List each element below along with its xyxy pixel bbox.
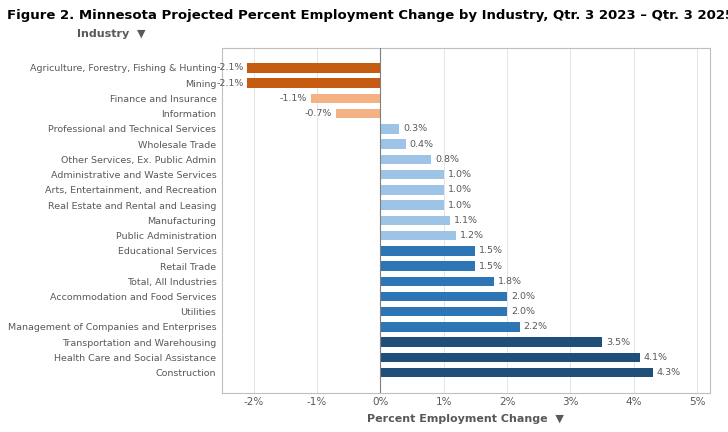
Bar	[381, 140, 405, 149]
Bar	[336, 109, 381, 118]
Bar	[311, 94, 381, 103]
Text: 2.0%: 2.0%	[511, 292, 535, 301]
Bar	[381, 216, 450, 225]
Text: 1.1%: 1.1%	[454, 216, 478, 225]
Text: 1.8%: 1.8%	[498, 277, 522, 286]
Text: 1.5%: 1.5%	[479, 261, 503, 270]
Bar	[381, 185, 444, 194]
Text: 2.2%: 2.2%	[523, 322, 547, 331]
Bar	[381, 337, 602, 347]
Bar	[248, 79, 381, 88]
Bar	[381, 276, 494, 286]
Text: 4.3%: 4.3%	[657, 368, 681, 377]
Bar	[381, 231, 456, 240]
Text: 4.1%: 4.1%	[644, 353, 668, 362]
Bar	[248, 63, 381, 73]
Text: -0.7%: -0.7%	[305, 109, 332, 118]
Bar	[381, 155, 431, 164]
Bar	[381, 200, 444, 210]
Bar	[381, 353, 640, 362]
Bar	[381, 124, 400, 133]
Text: Industry  ▼: Industry ▼	[76, 29, 146, 39]
Text: 1.0%: 1.0%	[448, 170, 472, 179]
Text: 1.0%: 1.0%	[448, 200, 472, 210]
Text: 0.3%: 0.3%	[403, 124, 427, 133]
Text: 0.8%: 0.8%	[435, 155, 459, 164]
Bar	[381, 246, 475, 255]
X-axis label: Percent Employment Change  ▼: Percent Employment Change ▼	[368, 414, 564, 424]
Text: -2.1%: -2.1%	[216, 64, 244, 73]
Text: 3.5%: 3.5%	[606, 338, 630, 347]
Bar	[381, 261, 475, 271]
Text: 1.5%: 1.5%	[479, 246, 503, 255]
Bar	[381, 322, 520, 332]
Text: 1.2%: 1.2%	[460, 231, 484, 240]
Text: -1.1%: -1.1%	[280, 94, 307, 103]
Text: 0.4%: 0.4%	[410, 140, 434, 149]
Bar	[381, 307, 507, 317]
Bar	[381, 292, 507, 301]
Text: Figure 2. Minnesota Projected Percent Employment Change by Industry, Qtr. 3 2023: Figure 2. Minnesota Projected Percent Em…	[7, 9, 728, 22]
Text: 2.0%: 2.0%	[511, 307, 535, 316]
Bar	[381, 170, 444, 179]
Text: 1.0%: 1.0%	[448, 185, 472, 194]
Bar	[381, 368, 653, 378]
Text: -2.1%: -2.1%	[216, 79, 244, 88]
